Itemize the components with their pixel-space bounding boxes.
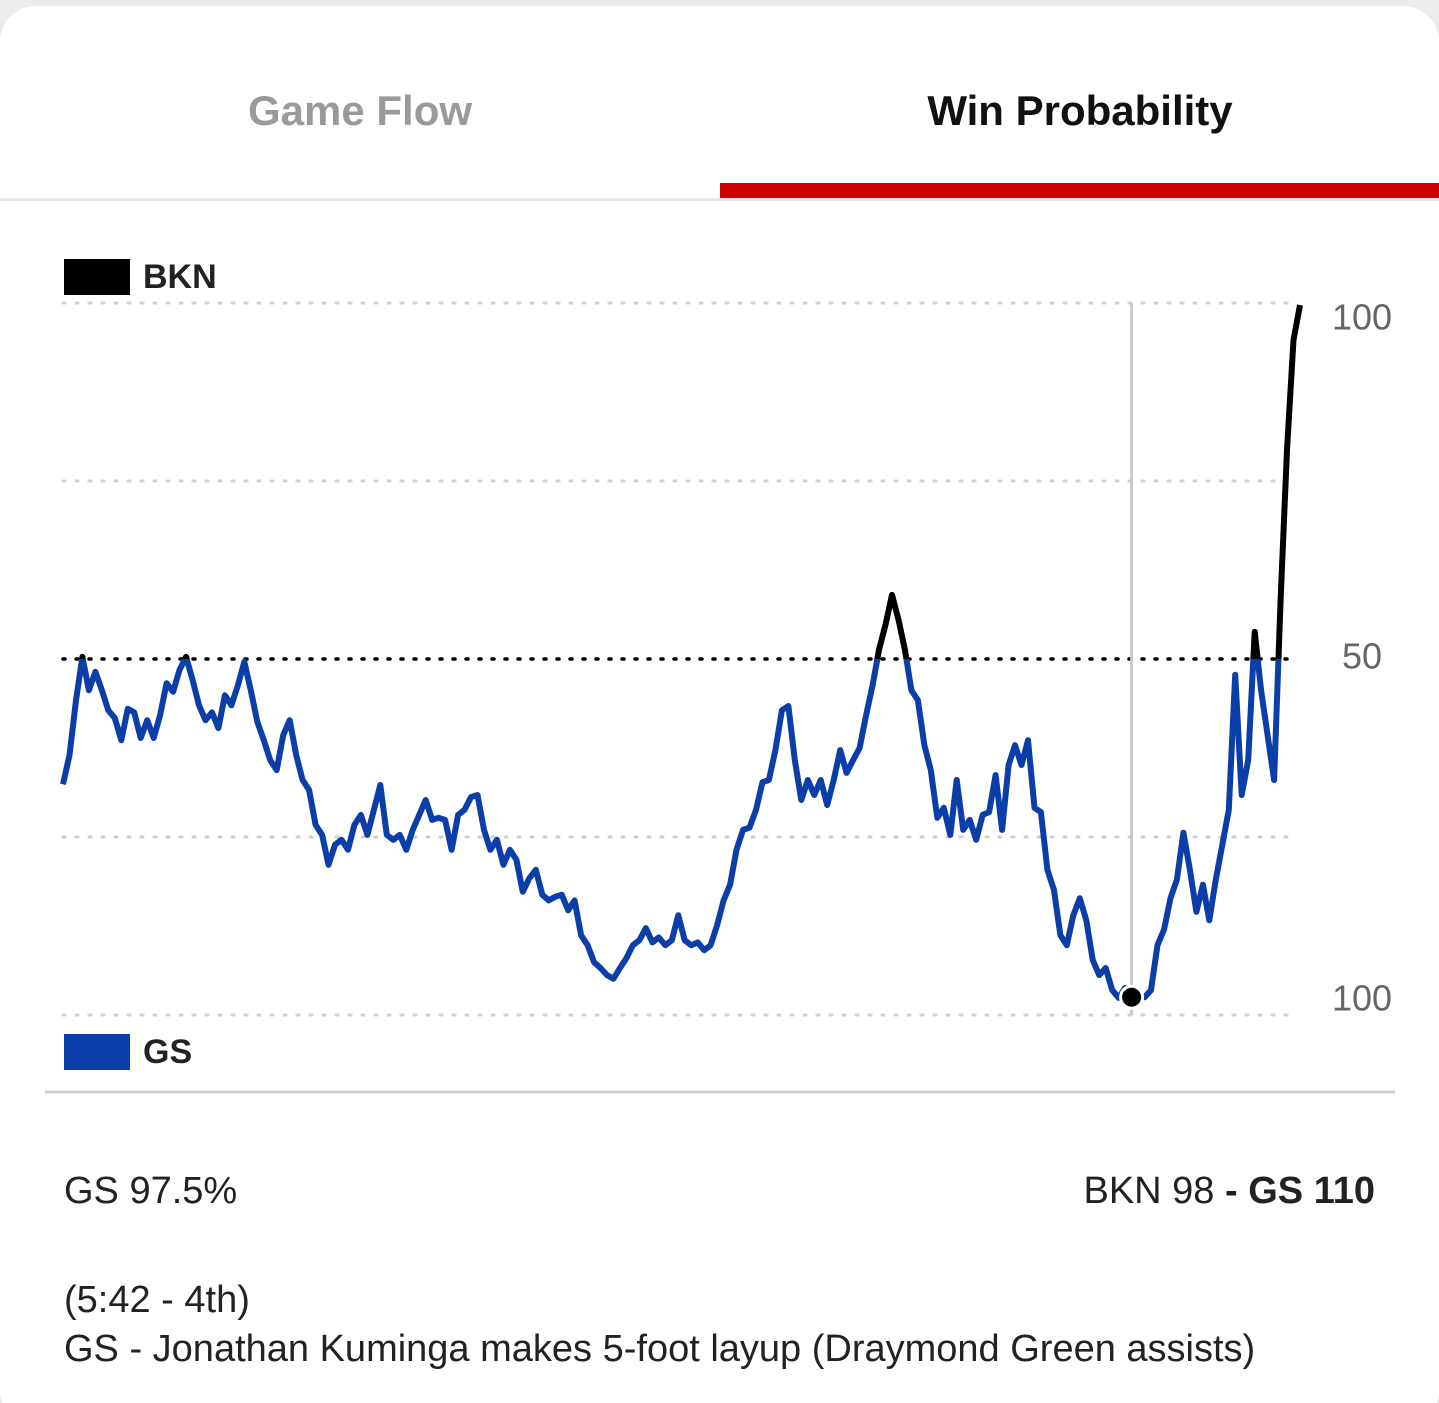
away-score: BKN 98 [1083, 1170, 1214, 1212]
legend-swatch [64, 259, 130, 295]
win-probability-line [60, 304, 1303, 1001]
selected-point [1119, 984, 1145, 1010]
legend-label: BKN [143, 258, 217, 296]
tab-indicator [720, 183, 1439, 198]
legend-swatch [64, 1034, 130, 1070]
legend-label: GS [143, 1033, 192, 1071]
tab[interactable]: Game Flow [248, 87, 472, 134]
play-description: GS - Jonathan Kuminga makes 5-foot layup… [64, 1328, 1255, 1370]
tab-divider [0, 198, 1439, 201]
play-time: (5:42 - 4th) [64, 1279, 250, 1321]
tab-active[interactable]: Win Probability [927, 87, 1233, 134]
y-tick-label: 50 [1342, 636, 1382, 677]
win-percentage: GS 97.5% [64, 1170, 237, 1212]
y-tick-label: 100 [1332, 978, 1392, 1019]
card [0, 6, 1439, 1403]
score: BKN 98 - GS 110 [1083, 1170, 1375, 1212]
y-tick-label: 100 [1332, 297, 1392, 338]
home-score: - GS 110 [1225, 1170, 1375, 1212]
